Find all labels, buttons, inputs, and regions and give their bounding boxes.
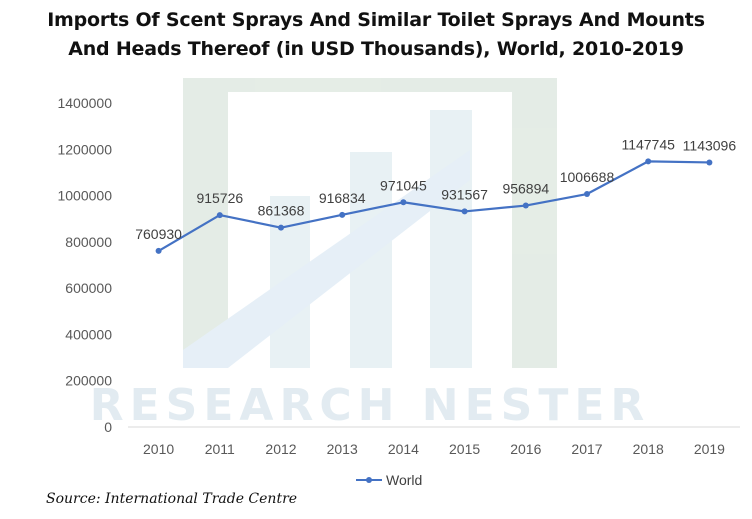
data-label: 971045 <box>380 177 427 193</box>
x-tick-label: 2015 <box>449 441 480 457</box>
data-point <box>400 199 407 206</box>
y-axis: 0 200000 400000 600000 800000 1000000 1200000 1… <box>57 95 112 435</box>
watermark-block-right <box>512 78 557 368</box>
data-point <box>461 208 468 215</box>
data-label: 1147745 <box>621 136 675 152</box>
data-label: 1143096 <box>683 137 737 153</box>
data-point <box>155 247 162 254</box>
watermark-block-top <box>183 78 557 92</box>
series-line-world <box>158 160 710 252</box>
source-note: Source: International Trade Centre <box>46 491 298 507</box>
x-tick-label: 2014 <box>388 441 419 457</box>
data-point <box>278 224 284 231</box>
watermark-arrow <box>183 150 470 368</box>
x-tick-label: 2016 <box>510 441 541 457</box>
data-label: 956894 <box>502 181 549 197</box>
watermark-text: RESEARCH NESTER <box>90 380 651 431</box>
data-label: 915726 <box>196 190 243 206</box>
data-point <box>522 202 529 209</box>
x-tick-label: 2019 <box>694 441 725 457</box>
y-tick-label: 200000 <box>65 373 112 389</box>
data-label: 760930 <box>135 226 182 242</box>
data-labels: 760930 915726 861368 916834 971045 931567 9568… <box>135 136 736 242</box>
y-tick-label: 1400000 <box>57 95 112 111</box>
x-tick-label: 2011 <box>205 441 235 457</box>
data-point <box>216 212 223 219</box>
series-world <box>155 158 713 254</box>
data-point <box>706 159 713 166</box>
chart-title-line-2: And Heads Thereof (in USD Thousands), Wo… <box>68 38 684 60</box>
y-tick-label: 600000 <box>65 280 112 296</box>
legend: World <box>356 472 422 488</box>
data-label: 1006688 <box>560 169 615 185</box>
y-tick-label: 1000000 <box>57 188 112 204</box>
y-tick-label: 800000 <box>65 234 112 250</box>
chart-title-line-1: Imports Of Scent Sprays And Similar Toil… <box>47 9 705 31</box>
watermark-bar-3 <box>430 110 472 368</box>
data-point <box>584 191 590 198</box>
y-tick-label: 400000 <box>65 326 112 342</box>
data-label: 916834 <box>319 190 366 206</box>
data-point <box>339 211 346 218</box>
x-tick-label: 2018 <box>633 441 664 457</box>
watermark-logo: RESEARCH NESTER <box>90 78 651 431</box>
x-tick-label: 2017 <box>571 441 602 457</box>
legend-swatch-icon <box>356 475 382 485</box>
y-tick-label: 0 <box>104 419 112 435</box>
data-point <box>645 158 652 165</box>
y-tick-label: 1200000 <box>57 141 112 157</box>
x-tick-label: 2010 <box>143 441 174 457</box>
data-label: 931567 <box>441 186 488 202</box>
x-tick-label: 2012 <box>265 441 296 457</box>
legend-label-world: World <box>386 472 423 488</box>
x-axis: 2010 2011 2012 2013 2014 2015 2016 2017 2018 2019 <box>128 426 740 457</box>
x-tick-label: 2013 <box>327 441 358 457</box>
chart-title: Imports Of Scent Sprays And Similar Toil… <box>0 6 752 64</box>
data-label: 861368 <box>258 203 305 219</box>
